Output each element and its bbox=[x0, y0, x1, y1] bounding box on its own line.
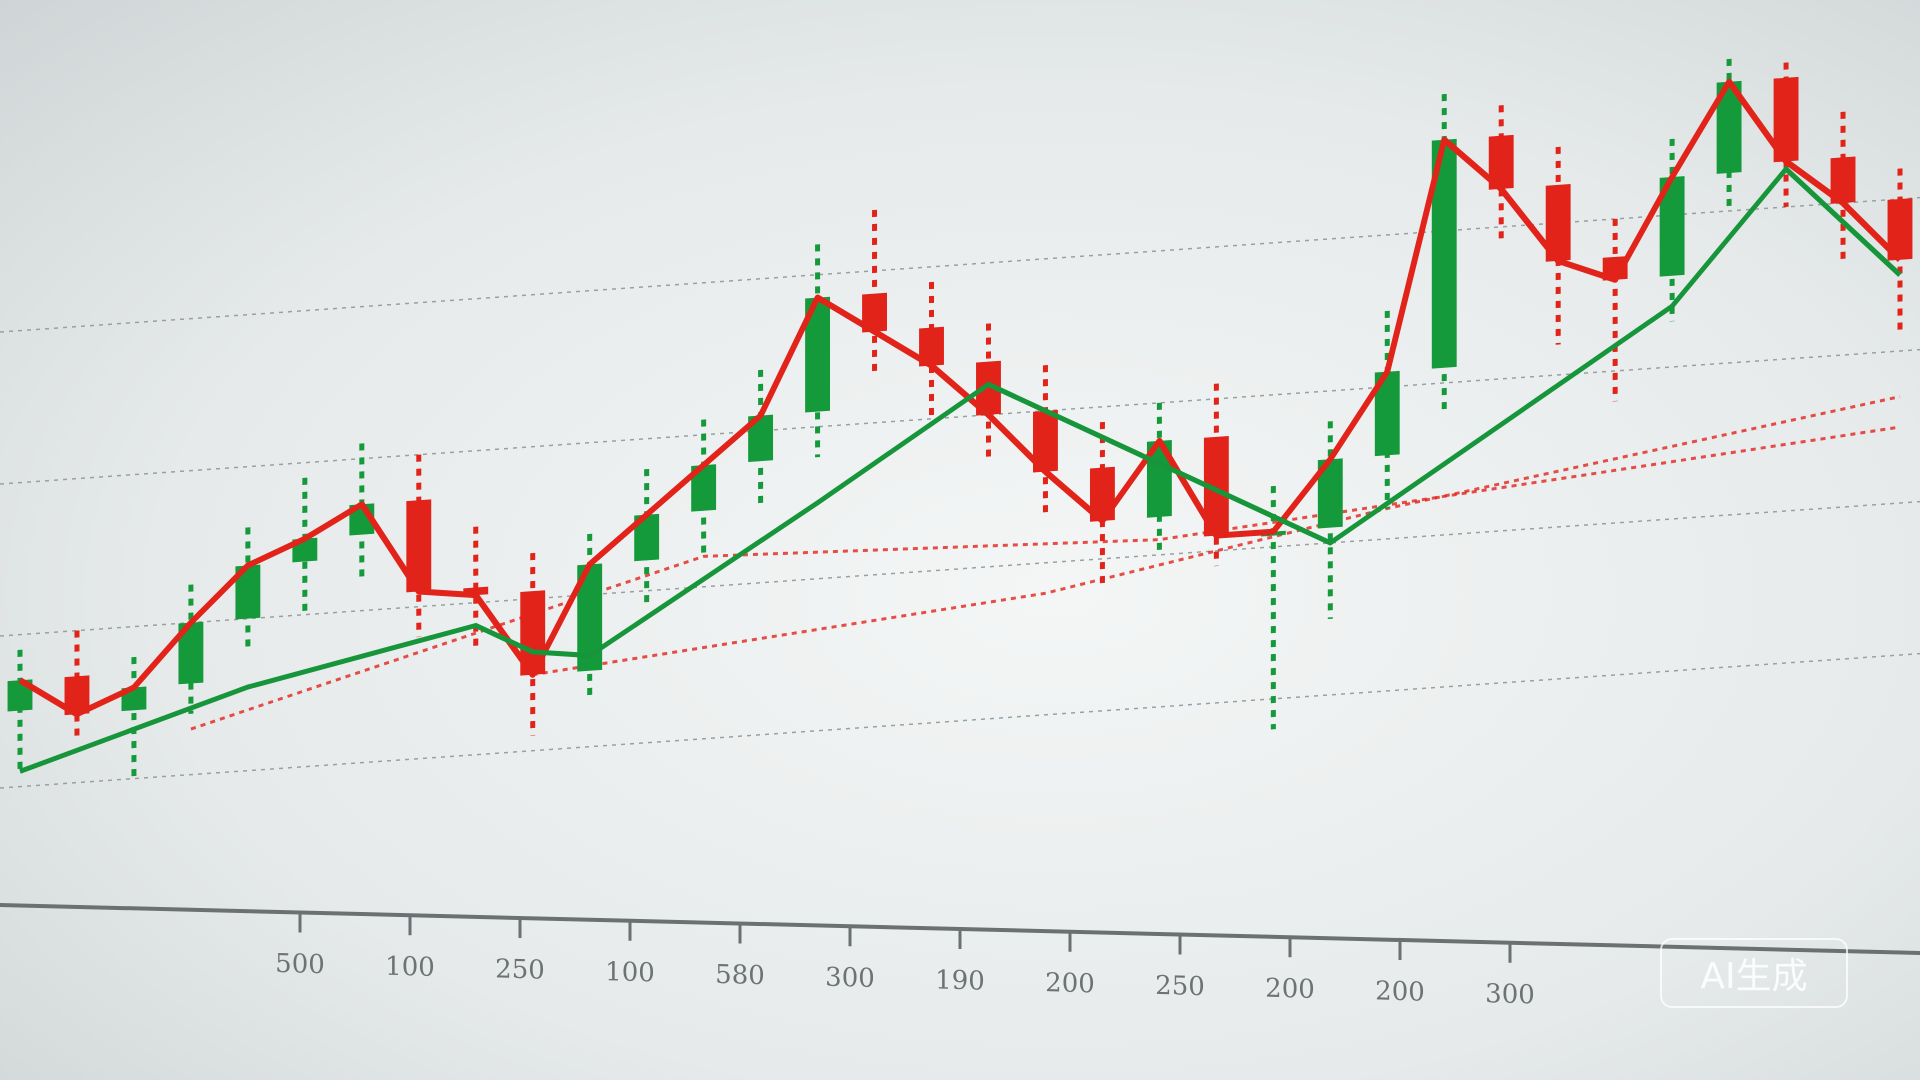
x-tick-label: 200 bbox=[1045, 968, 1095, 999]
candle-body bbox=[1773, 76, 1799, 163]
x-axis-ticks: 500 100 250 100 580 300 190 200 250 200 200 300 bbox=[275, 912, 1535, 1010]
ai-generated-watermark: AI生成 bbox=[1660, 938, 1848, 1008]
gridline bbox=[0, 500, 1920, 637]
x-tick-label: 300 bbox=[825, 963, 875, 994]
x-tick-label: 100 bbox=[385, 952, 435, 983]
candle-body bbox=[748, 414, 774, 463]
candle-body bbox=[64, 675, 90, 716]
x-tick-label: 100 bbox=[605, 957, 655, 988]
x-tick-label: 200 bbox=[1375, 976, 1425, 1007]
gridline bbox=[0, 196, 1920, 333]
candle-body bbox=[1374, 370, 1400, 457]
candle-body bbox=[1317, 458, 1343, 529]
candle-body bbox=[1716, 80, 1742, 174]
candle-body bbox=[1545, 184, 1571, 262]
candle-body bbox=[1830, 156, 1856, 204]
x-tick-label: 580 bbox=[715, 960, 765, 991]
x-tick-label: 250 bbox=[1155, 971, 1205, 1002]
candle-body bbox=[805, 296, 831, 413]
candle-body bbox=[406, 499, 432, 593]
candle-body bbox=[178, 621, 204, 685]
candle-body bbox=[691, 464, 717, 512]
candle-body bbox=[1488, 134, 1514, 190]
x-tick-label: 200 bbox=[1265, 974, 1315, 1005]
candle-body bbox=[1887, 198, 1913, 261]
candle-body bbox=[1033, 409, 1058, 473]
plot-area bbox=[0, 58, 1920, 789]
moving-average-line bbox=[19, 165, 1902, 774]
candle-body bbox=[919, 326, 944, 367]
candle-body bbox=[1203, 435, 1229, 537]
x-tick-label: 190 bbox=[935, 965, 985, 996]
x-tick-label: 500 bbox=[275, 949, 325, 980]
price-line bbox=[18, 78, 1903, 718]
trend-line bbox=[532, 395, 1901, 677]
candle-body bbox=[976, 360, 1001, 416]
candle-body bbox=[235, 564, 261, 620]
gridlines bbox=[0, 196, 1920, 789]
candle-body bbox=[1659, 176, 1685, 277]
candle-body bbox=[1431, 138, 1457, 369]
x-tick-label: 250 bbox=[495, 954, 545, 985]
candle-body bbox=[577, 563, 603, 672]
candle-body bbox=[862, 292, 887, 333]
gridline bbox=[0, 348, 1920, 485]
candles bbox=[7, 58, 1913, 779]
trend-lines bbox=[190, 395, 1901, 731]
candle-body bbox=[634, 513, 660, 562]
x-tick-label: 300 bbox=[1485, 979, 1535, 1010]
